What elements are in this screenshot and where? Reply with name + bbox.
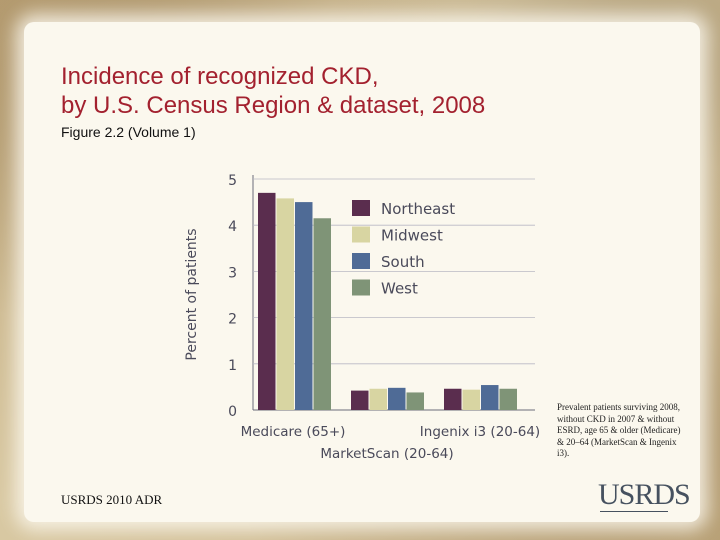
- bar: [444, 388, 462, 410]
- logo-text: USRDS: [598, 478, 691, 511]
- legend-label: West: [381, 280, 418, 298]
- bar: [369, 388, 387, 410]
- legend-swatch: [352, 253, 370, 269]
- legend-label: Midwest: [381, 227, 443, 245]
- content-panel: [24, 22, 700, 522]
- y-tick-label: 3: [228, 265, 237, 281]
- bar: [258, 192, 276, 410]
- bar: [295, 202, 313, 410]
- legend-label: Northeast: [381, 200, 455, 218]
- bar: [276, 198, 294, 410]
- legend-label: South: [381, 253, 425, 271]
- bar: [462, 389, 480, 410]
- bar: [388, 387, 406, 410]
- bar: [313, 218, 331, 410]
- logo-rule: [600, 511, 668, 512]
- bar-chart: 0 1 2 3 4 5 Percent of patients Medicare (65+) M…: [184, 173, 540, 462]
- bar: [499, 388, 517, 410]
- title-line-2: by U.S. Census Region & dataset, 2008: [61, 92, 486, 119]
- y-tick-label: 1: [228, 358, 237, 374]
- legend-swatch: [352, 279, 370, 296]
- usrds-logo: USRDS: [598, 478, 691, 512]
- x-category-label: Medicare (65+): [241, 424, 346, 440]
- legend-swatch: [352, 226, 370, 243]
- figure-subtitle: Figure 2.2 (Volume 1): [61, 124, 196, 140]
- x-category-label: Ingenix i3 (20-64): [420, 424, 540, 440]
- legend-swatch: [352, 200, 370, 216]
- bar: [406, 392, 424, 410]
- bar: [481, 385, 499, 410]
- x-category-label: MarketScan (20-64): [320, 446, 453, 462]
- footnote: Prevalent patients surviving 2008, witho…: [557, 402, 681, 458]
- title-line-1: Incidence of recognized CKD,: [61, 63, 379, 90]
- bar: [351, 390, 369, 410]
- footer-source: USRDS 2010 ADR: [61, 492, 163, 507]
- y-tick-label: 0: [228, 404, 237, 420]
- y-tick-label: 5: [228, 173, 237, 189]
- y-tick-label: 2: [228, 312, 237, 328]
- y-axis-label: Percent of patients: [184, 228, 200, 360]
- y-tick-label: 4: [228, 219, 237, 235]
- slide-title: Incidence of recognized CKD, by U.S. Cen…: [61, 62, 661, 120]
